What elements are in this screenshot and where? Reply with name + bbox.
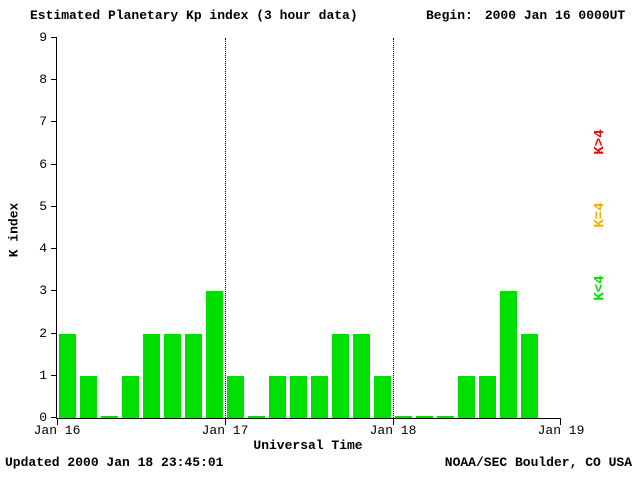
legend-k-eq-4: K=4 — [592, 202, 608, 228]
kp-bar — [521, 333, 538, 418]
kp-bar — [353, 333, 370, 418]
kp-bar — [437, 416, 454, 418]
kp-bar — [227, 375, 244, 418]
kp-bar — [164, 333, 181, 418]
x-tick-mark — [57, 419, 58, 425]
y-tick-mark — [51, 374, 57, 376]
y-tick-mark — [51, 248, 57, 250]
kp-bar — [332, 333, 349, 418]
y-tick-label: 0 — [39, 410, 47, 425]
y-tick-label: 7 — [39, 114, 47, 130]
y-tick-label: 3 — [39, 283, 47, 299]
x-tick-mark — [393, 419, 394, 425]
day-boundary-line — [225, 38, 226, 418]
y-tick-label: 5 — [39, 198, 47, 214]
y-tick-label: 1 — [39, 367, 47, 383]
x-tick-label: Jan 18 — [369, 423, 417, 438]
begin-timestamp: Begin: 2000 Jan 16 0000UT — [426, 8, 625, 23]
y-tick-mark — [51, 290, 57, 292]
y-tick-mark — [51, 79, 57, 81]
y-tick-mark — [51, 417, 57, 418]
kp-bar — [374, 375, 391, 418]
kp-bar — [101, 416, 118, 418]
kp-bar — [206, 291, 223, 418]
chart-title: Estimated Planetary Kp index (3 hour dat… — [30, 8, 358, 23]
kp-bar — [80, 375, 97, 418]
x-tick-label: Jan 17 — [201, 423, 249, 438]
y-tick-mark — [51, 163, 57, 165]
y-tick-label: 2 — [39, 325, 47, 341]
x-axis-title: Universal Time — [253, 438, 363, 453]
plot-area: 0 1 2 3 4 5 6 7 8 9 Jan 16 Jan 17 Jan 18 Jan 19 — [34, 30, 585, 438]
kp-bar — [500, 291, 517, 418]
kp-bar — [269, 375, 286, 418]
y-tick-mark — [51, 332, 57, 334]
legend-k-lt-4: K<4 — [592, 275, 608, 301]
kp-bar — [185, 333, 202, 418]
y-tick-mark — [51, 37, 57, 38]
y-tick-label: 4 — [39, 241, 47, 257]
updated-timestamp: Updated 2000 Jan 18 23:45:01 — [5, 455, 224, 470]
kp-bar — [122, 375, 139, 418]
credit-text: NOAA/SEC Boulder, CO USA — [444, 455, 632, 470]
y-tick-label: 8 — [39, 72, 47, 88]
kp-bar — [59, 333, 76, 418]
day-boundary-line — [393, 38, 394, 418]
begin-label: Begin: — [426, 8, 473, 23]
x-tick-label: Jan 19 — [537, 423, 585, 438]
x-tick-label: Jan 16 — [33, 423, 81, 438]
x-tick-mark — [225, 419, 226, 425]
kp-bar — [311, 375, 328, 418]
y-tick-label: 9 — [39, 30, 47, 45]
kp-bar — [416, 416, 433, 418]
y-tick-mark — [51, 205, 57, 207]
kp-bar — [479, 375, 496, 418]
y-tick-label: 6 — [39, 156, 47, 172]
kp-bar — [248, 416, 265, 418]
y-tick-mark — [51, 121, 57, 123]
kp-bar — [290, 375, 307, 418]
legend-k-gt-4: K>4 — [592, 129, 608, 155]
x-tick-mark — [560, 419, 561, 425]
kp-bar — [395, 416, 412, 418]
kp-bar — [143, 333, 160, 418]
begin-value: 2000 Jan 16 0000UT — [484, 8, 626, 23]
kp-bar — [458, 375, 475, 418]
